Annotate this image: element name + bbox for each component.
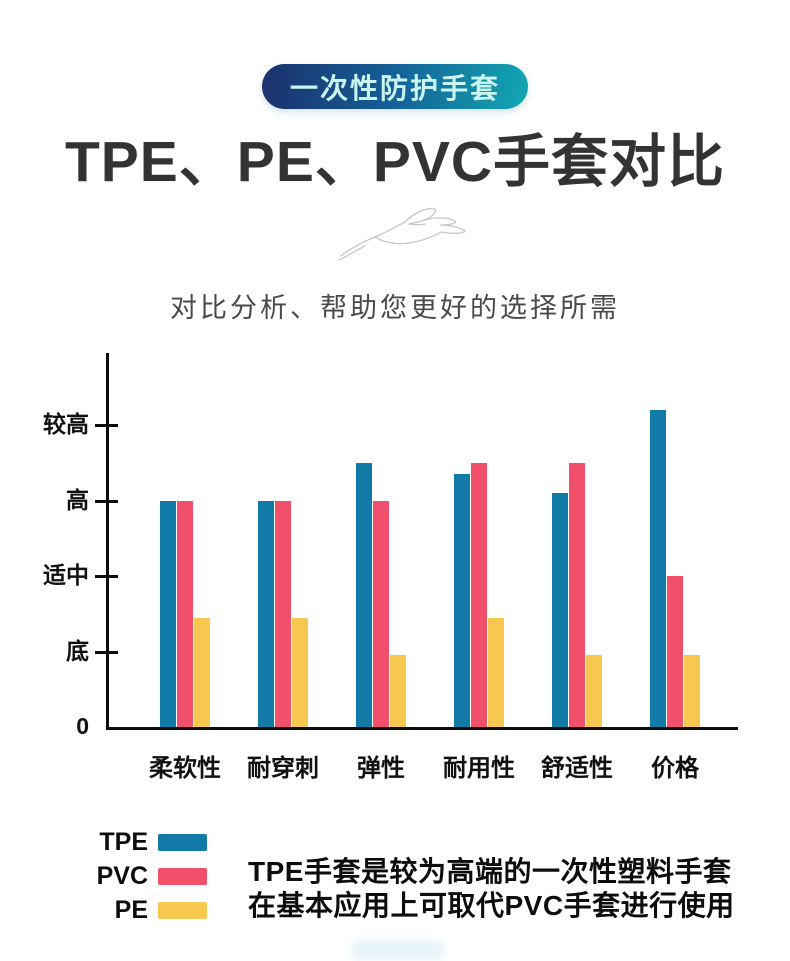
x-category-label: 耐穿刺	[247, 755, 319, 782]
bar-pvc-耐穿刺	[275, 501, 291, 727]
x-category-label: 柔软性	[149, 755, 221, 782]
bar-pe-柔软性	[194, 618, 210, 727]
x-category-label: 耐用性	[443, 755, 515, 782]
bar-pvc-弹性	[373, 501, 389, 727]
badge-label: 一次性防护手套	[289, 72, 500, 104]
bar-pvc-耐用性	[471, 463, 487, 727]
legend-item-pe: PE	[96, 896, 207, 924]
bar-tpe-耐穿刺	[258, 501, 274, 727]
x-category-label: 价格	[651, 755, 699, 782]
y-tick-label: 底	[66, 637, 89, 664]
bar-tpe-耐用性	[454, 474, 470, 727]
bar-pe-价格	[684, 655, 700, 727]
bar-pvc-柔软性	[177, 501, 193, 727]
legend-label: PVC	[96, 861, 148, 890]
y-axis-line	[106, 353, 109, 730]
hand-sketch-icon	[338, 208, 466, 261]
top-badge: 一次性防护手套	[262, 64, 528, 109]
bar-pe-耐穿刺	[292, 618, 308, 727]
subtitle: 对比分析、帮助您更好的选择所需	[170, 293, 620, 323]
legend-label: TPE	[99, 827, 148, 856]
description-line-1: TPE手套是较为高端的一次性塑料手套	[248, 856, 732, 887]
bar-pe-耐用性	[488, 618, 504, 727]
bar-tpe-柔软性	[160, 501, 176, 727]
legend-swatch-tpe	[158, 833, 207, 851]
x-axis-line	[106, 727, 738, 730]
description-line-2: 在基本应用上可取代PVC手套进行使用	[248, 890, 735, 921]
legend-item-tpe: TPE	[96, 828, 207, 856]
y-axis-tick	[95, 575, 118, 579]
y-axis-tick	[95, 499, 118, 503]
bar-pvc-舒适性	[569, 463, 585, 727]
legend-swatch-pe	[158, 901, 207, 919]
bar-tpe-舒适性	[552, 493, 568, 727]
y-axis-tick	[95, 424, 118, 428]
bar-pe-舒适性	[586, 655, 602, 727]
bar-pvc-价格	[667, 576, 683, 727]
y-axis-tick	[95, 650, 118, 654]
bar-tpe-价格	[650, 410, 666, 727]
x-category-label: 弹性	[357, 755, 405, 782]
x-category-label: 舒适性	[541, 755, 613, 782]
legend-swatch-pvc	[158, 867, 207, 885]
y-tick-label: 0	[76, 713, 89, 739]
bottom-smudge-decoration	[352, 941, 444, 959]
page-title: TPE、PE、PVC手套对比	[64, 130, 726, 194]
y-tick-label: 适中	[43, 562, 89, 589]
description-text: TPE手套是较为高端的一次性塑料手套 在基本应用上可取代PVC手套进行使用	[248, 855, 735, 923]
y-tick-label: 高	[66, 486, 89, 513]
legend-label: PE	[114, 895, 148, 924]
legend-item-pvc: PVC	[96, 862, 207, 890]
bar-tpe-弹性	[356, 463, 372, 727]
y-tick-label: 较高	[43, 411, 89, 438]
bar-pe-弹性	[390, 655, 406, 727]
